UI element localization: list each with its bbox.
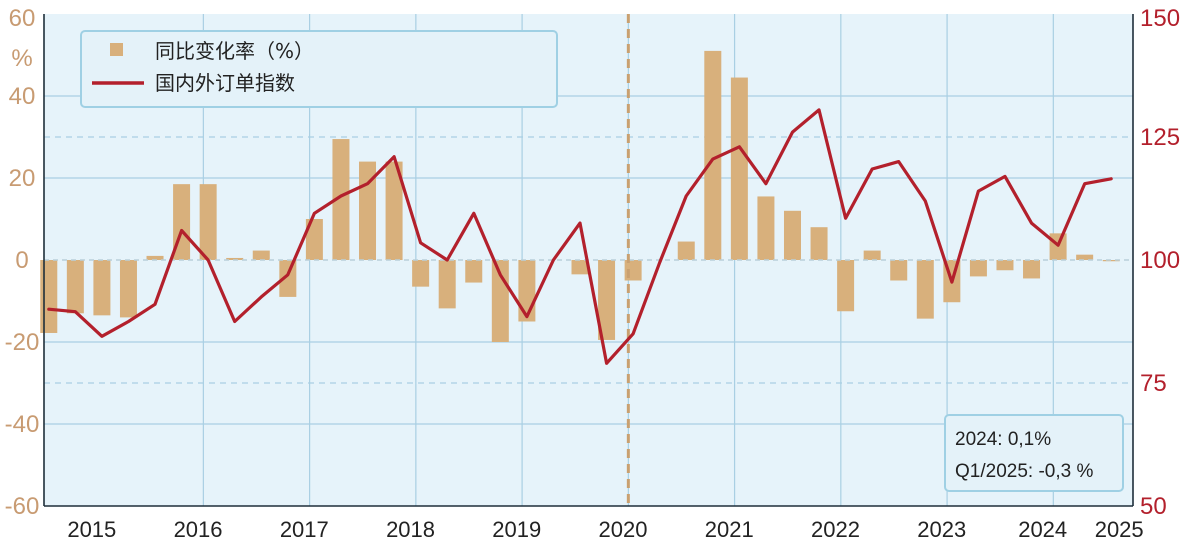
annotation-box: 2024: 0,1% Q1/2025: -0,3 % bbox=[944, 414, 1124, 492]
bar-6 bbox=[199, 184, 217, 260]
x-tick-label: 2024 bbox=[1018, 517, 1067, 542]
bar-29 bbox=[810, 227, 828, 260]
x-tick-label: 2016 bbox=[174, 517, 223, 542]
bar-7 bbox=[226, 257, 244, 260]
index-line bbox=[47, 108, 1113, 365]
x-tick-label: 2023 bbox=[917, 517, 966, 542]
legend-bar-swatch bbox=[110, 43, 123, 56]
right-tick-label: 150 bbox=[1140, 5, 1180, 32]
bar-32 bbox=[890, 260, 908, 281]
right-tick-label: 100 bbox=[1140, 247, 1180, 274]
bar-25 bbox=[704, 50, 722, 261]
x-tick-label: 2020 bbox=[599, 517, 648, 542]
right-tick-label: 75 bbox=[1140, 370, 1167, 397]
bar-2 bbox=[93, 260, 111, 316]
bar-1 bbox=[66, 260, 84, 314]
bar-24 bbox=[677, 241, 695, 260]
x-tick-label: 2019 bbox=[492, 517, 541, 542]
bar-35 bbox=[969, 260, 987, 277]
bar-4 bbox=[146, 255, 164, 260]
bar-27 bbox=[757, 196, 775, 260]
bar-18 bbox=[518, 260, 536, 322]
left-tick-label: -40 bbox=[5, 411, 40, 438]
bar-26 bbox=[730, 77, 748, 260]
x-tick-label: 2022 bbox=[811, 517, 860, 542]
bar-37 bbox=[1023, 260, 1041, 279]
left-axis-unit: % bbox=[11, 45, 32, 72]
bar-15 bbox=[438, 260, 456, 309]
bar-39 bbox=[1076, 254, 1094, 260]
bar-0 bbox=[40, 260, 58, 333]
bar-36 bbox=[996, 260, 1014, 271]
x-tick-label: 2017 bbox=[280, 517, 329, 542]
legend-label-bars: 同比变化率（%） bbox=[155, 39, 314, 63]
bar-33 bbox=[916, 260, 934, 319]
x-axis-year-labels: 2015 2016 2017 2018 2019 2020 2021 2022 2023 2024… bbox=[67, 517, 1143, 542]
left-axis-ticks: 60 40 20 0 -20 -40 -60 bbox=[5, 5, 40, 520]
bar-11 bbox=[332, 139, 350, 260]
left-tick-label: 0 bbox=[15, 247, 28, 274]
bar-3 bbox=[119, 260, 137, 318]
left-tick-label: 40 bbox=[9, 83, 36, 110]
bar-9 bbox=[279, 260, 297, 297]
x-tick-label: 2021 bbox=[705, 517, 754, 542]
left-tick-label: -20 bbox=[5, 329, 40, 356]
left-tick-label: 60 bbox=[9, 5, 36, 32]
right-axis-ticks: 150 125 100 75 50 bbox=[1140, 5, 1180, 520]
x-tick-label: 2025 bbox=[1095, 517, 1144, 542]
bar-13 bbox=[385, 161, 403, 260]
annotation-line-2024: 2024: 0,1% bbox=[955, 429, 1051, 450]
annotation-frame bbox=[944, 414, 1124, 492]
bar-8 bbox=[252, 250, 270, 260]
annotation-line-q1-2025: Q1/2025: -0,3 % bbox=[955, 461, 1093, 482]
left-tick-label: -60 bbox=[5, 493, 40, 520]
bar-30 bbox=[837, 260, 855, 312]
bar-10 bbox=[305, 219, 323, 260]
bar-20 bbox=[571, 260, 589, 275]
legend: 同比变化率（%） 国内外订单指数 bbox=[80, 30, 558, 108]
bar-14 bbox=[412, 260, 430, 287]
bar-16 bbox=[465, 260, 483, 283]
bar-31 bbox=[863, 250, 881, 260]
left-tick-label: 20 bbox=[9, 165, 36, 192]
x-tick-label: 2018 bbox=[386, 517, 435, 542]
right-tick-label: 50 bbox=[1140, 493, 1167, 520]
bar-28 bbox=[783, 210, 801, 260]
legend-box bbox=[80, 30, 558, 108]
bar-21 bbox=[598, 260, 616, 340]
legend-label-line: 国内外订单指数 bbox=[155, 71, 295, 95]
right-tick-label: 125 bbox=[1140, 124, 1180, 151]
x-tick-label: 2015 bbox=[67, 517, 116, 542]
bar-40 bbox=[1102, 260, 1120, 262]
